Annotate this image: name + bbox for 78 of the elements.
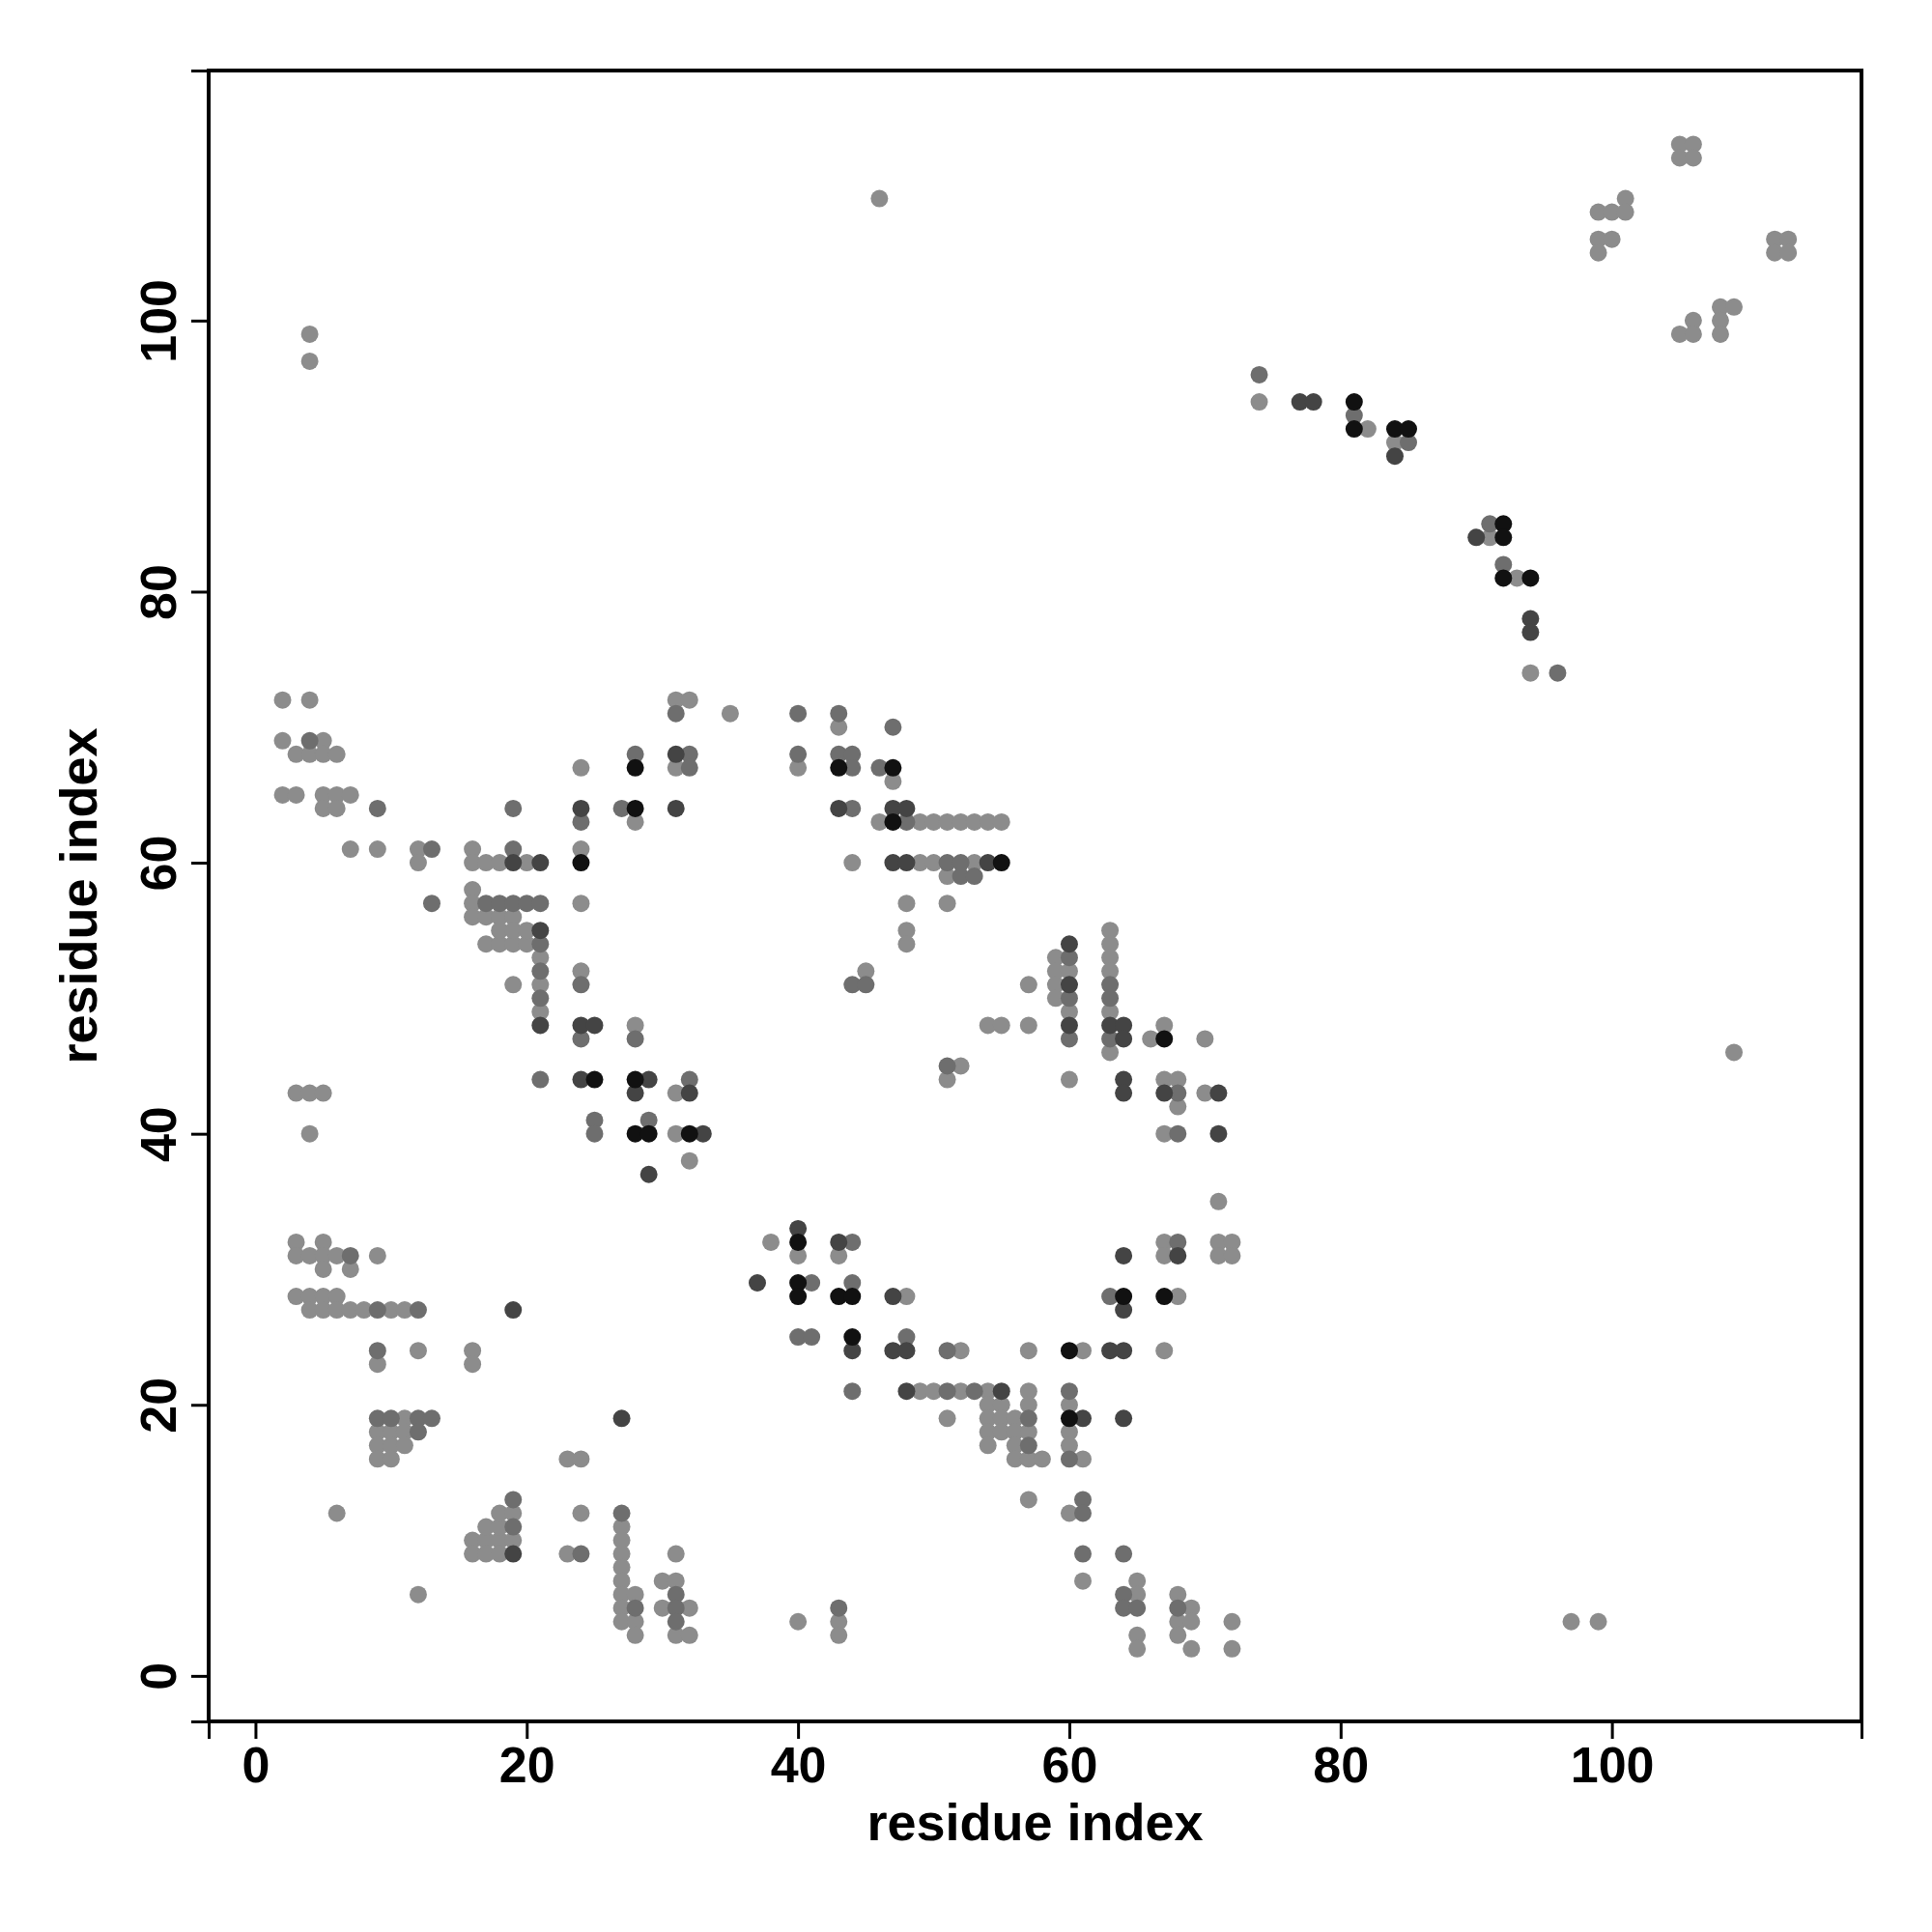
point (585, 1016, 604, 1035)
point (897, 854, 916, 872)
point (1385, 447, 1404, 466)
point (1345, 393, 1363, 412)
point (531, 922, 550, 940)
point (1155, 1084, 1174, 1102)
x-tick-label: 40 (770, 1736, 827, 1793)
point (884, 1288, 902, 1305)
point (612, 1409, 631, 1428)
point (992, 854, 1010, 872)
point (1521, 623, 1540, 641)
point (897, 1342, 916, 1360)
point (789, 1233, 808, 1251)
point (626, 758, 644, 777)
point (1060, 976, 1078, 994)
x-tick-label: 20 (498, 1736, 555, 1793)
point (639, 1124, 658, 1143)
point (1209, 1084, 1228, 1102)
y-axis-title: residue index (49, 727, 107, 1065)
point (1494, 569, 1513, 587)
point (897, 799, 916, 817)
x-tick-label: 60 (1041, 1736, 1098, 1793)
x-tick-label: 100 (1570, 1736, 1655, 1793)
y-tick-label: 0 (130, 1662, 187, 1690)
point (626, 1070, 644, 1089)
point (830, 1233, 848, 1251)
point (626, 799, 644, 817)
point (1060, 1409, 1078, 1428)
y-tick-label: 60 (130, 835, 187, 892)
x-tick-label: 0 (242, 1736, 270, 1793)
point (1155, 1030, 1174, 1048)
point (531, 854, 550, 872)
y-tick-label: 40 (130, 1106, 187, 1163)
point (680, 1084, 698, 1102)
point (789, 1288, 808, 1305)
x-tick-label: 80 (1313, 1736, 1370, 1793)
point (1115, 1288, 1133, 1305)
point (884, 812, 902, 831)
point (1400, 420, 1417, 439)
point (531, 1016, 550, 1035)
point (504, 854, 523, 872)
point (884, 758, 902, 777)
point (749, 1274, 766, 1292)
point (843, 1288, 862, 1305)
y-tick-label: 100 (130, 278, 187, 363)
point (1115, 1409, 1133, 1428)
point (830, 758, 848, 777)
point (504, 1301, 523, 1320)
point (639, 1165, 658, 1183)
point (1115, 1246, 1133, 1264)
point (897, 1382, 916, 1401)
point (572, 799, 590, 817)
point (572, 854, 590, 872)
point (680, 1124, 698, 1143)
point (585, 1070, 604, 1089)
point (1345, 420, 1363, 439)
point (1304, 393, 1322, 412)
x-axis-title: residue index (867, 1793, 1204, 1851)
y-tick-label: 80 (130, 564, 187, 620)
point (667, 745, 685, 763)
point (1060, 935, 1078, 953)
point (1209, 1124, 1228, 1143)
point (1060, 1342, 1078, 1360)
point (992, 1382, 1010, 1401)
point (667, 799, 685, 817)
point (1115, 1030, 1133, 1048)
point (1115, 1342, 1133, 1360)
point (1521, 569, 1540, 587)
point (1494, 528, 1513, 547)
point (830, 799, 848, 817)
point (1155, 1288, 1174, 1305)
point (504, 1545, 523, 1563)
point (1169, 1246, 1187, 1264)
point (1060, 1016, 1078, 1035)
point (1467, 528, 1486, 547)
point (1115, 1084, 1133, 1102)
point (843, 1328, 862, 1347)
y-tick-label: 20 (130, 1377, 187, 1434)
